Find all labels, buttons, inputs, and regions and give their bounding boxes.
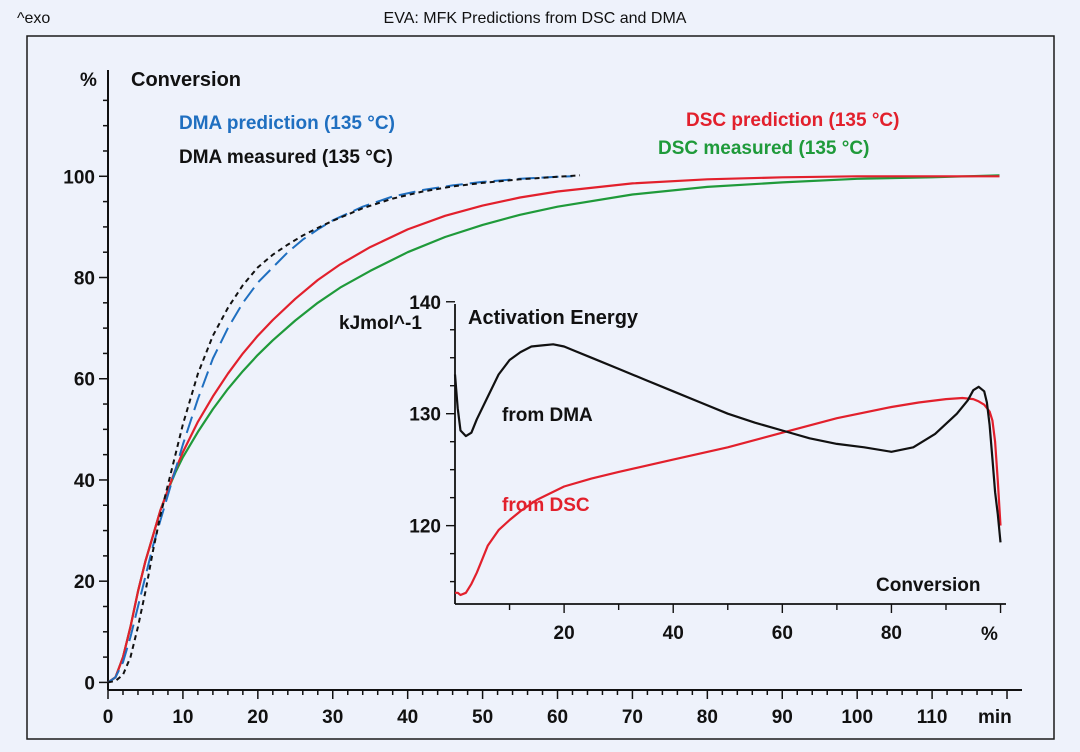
legend-dsc-measured: DSC measured (135 °C): [658, 138, 869, 159]
legend-dma-measured: DMA measured (135 °C): [179, 147, 393, 168]
main-axes: 0 20 40 60 80 100 0 10 20 30 40 50 60 70 80 90 100 110: [63, 70, 1022, 728]
inset-background: [450, 312, 1010, 632]
main-x-tick-label: 30: [322, 707, 343, 728]
exo-label: ^exo: [17, 10, 50, 27]
inset-x-tick-label: 20: [554, 623, 575, 644]
inset-series: [453, 343, 1002, 597]
main-x-tick-label: 80: [697, 707, 718, 728]
main-x-tick-label: 60: [547, 707, 568, 728]
main-x-tick-label: 0: [103, 707, 114, 728]
main-x-tick-label: 110: [917, 707, 948, 728]
main-x-tick-label: 20: [247, 707, 268, 728]
plot-frame: [26, 35, 1055, 740]
inset-x-tick-label: 40: [663, 623, 684, 644]
main-y-tick-label: 20: [74, 572, 95, 593]
inset-y-unit: kJmol^-1: [339, 313, 422, 334]
inset-y-tick-label: 140: [409, 293, 441, 314]
main-x-unit: min: [978, 707, 1012, 728]
main-series: [107, 174, 1000, 684]
main-y-tick-label: 100: [63, 167, 95, 188]
legend: DMA prediction (135 °C) DMA measured (13…: [179, 110, 899, 168]
inset-x-label: Conversion: [876, 575, 981, 596]
main-x-tick-label: 50: [472, 707, 493, 728]
series-dma-measured: [107, 174, 581, 684]
inset-x-tick-label: 60: [772, 623, 793, 644]
series-from-dma: [453, 343, 1002, 543]
inset-y-tick-label: 130: [409, 405, 441, 426]
annotation-from-dsc: from DSC: [502, 495, 590, 516]
main-x-tick-label: 10: [172, 707, 193, 728]
main-x-tick-label: 40: [397, 707, 418, 728]
main-x-tick-label: 90: [772, 707, 793, 728]
inset-panel-title: Activation Energy: [468, 307, 639, 329]
inset-x-tick-label: 80: [881, 623, 902, 644]
legend-dma-prediction: DMA prediction (135 °C): [179, 113, 395, 134]
main-y-tick-label: 60: [74, 370, 95, 391]
legend-dsc-prediction: DSC prediction (135 °C): [686, 110, 899, 131]
inset-axes: 120 130 140 20 40 60 80: [409, 293, 1006, 644]
series-dsc-prediction: [107, 175, 1000, 684]
inset-y-tick-label: 120: [409, 517, 441, 538]
main-y-tick-label: 80: [74, 269, 95, 290]
main-y-tick-label: 0: [84, 673, 95, 694]
series-dma-prediction: [107, 175, 573, 684]
series-from-dsc: [455, 396, 1002, 597]
main-x-tick-label: 70: [622, 707, 643, 728]
main-x-tick-label: 100: [841, 707, 873, 728]
inset-x-unit: %: [981, 624, 998, 645]
chart-title: EVA: MFK Predictions from DSC and DMA: [384, 10, 687, 27]
main-panel-title: Conversion: [131, 69, 241, 91]
main-y-unit: %: [80, 70, 97, 91]
annotation-from-dma: from DMA: [502, 405, 593, 426]
main-y-tick-label: 40: [74, 471, 95, 492]
